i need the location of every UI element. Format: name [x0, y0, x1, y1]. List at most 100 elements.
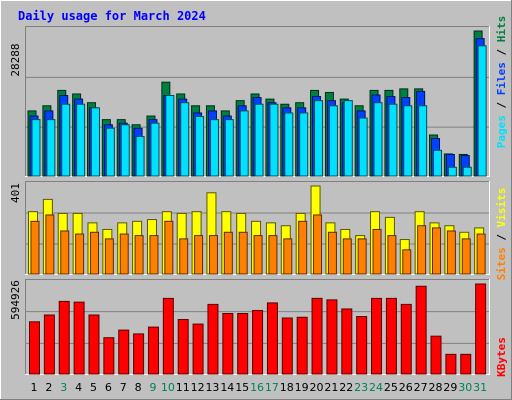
day-label: 31 — [473, 381, 487, 394]
legend-pages: Pages — [495, 115, 508, 148]
day-label: 1 — [31, 381, 38, 394]
day-label: 13 — [205, 381, 219, 394]
kbytes-bar — [103, 337, 115, 375]
sites-bar — [30, 220, 40, 275]
sites-bar — [134, 235, 144, 275]
pages-bar — [31, 119, 41, 177]
sites-bar — [417, 225, 427, 275]
day-label: 2 — [45, 381, 52, 394]
pages-bar — [373, 102, 383, 177]
sites-bar — [268, 235, 278, 275]
sites-bar — [372, 228, 382, 275]
kbytes-bar — [147, 326, 159, 375]
kbytes-bar — [207, 303, 219, 375]
day-label: 6 — [105, 381, 112, 394]
pages-bar — [477, 45, 487, 177]
kbytes-bar — [326, 299, 338, 375]
legend-top: Pages / Files / Hits — [495, 16, 508, 149]
pages-bar — [328, 105, 338, 177]
kbytes-bar — [460, 353, 472, 375]
pages-bar — [120, 124, 130, 177]
pages-bar — [418, 105, 428, 177]
panel-visits-sites — [25, 181, 490, 275]
sites-bar — [402, 249, 412, 275]
pages-bar — [299, 112, 309, 177]
day-label: 17 — [265, 381, 279, 394]
pages-bar — [195, 116, 205, 177]
pages-bar — [388, 103, 398, 177]
sites-bar — [327, 231, 337, 275]
sites-bar — [223, 231, 233, 275]
pages-bar — [284, 112, 294, 177]
legend-sites: Sites — [495, 247, 508, 280]
kbytes-bar — [192, 323, 204, 375]
pages-bar — [135, 136, 145, 177]
kbytes-bar — [296, 316, 308, 375]
sites-bar — [45, 214, 55, 275]
kbytes-bar — [341, 308, 353, 375]
day-label: 19 — [295, 381, 309, 394]
x-axis-day-labels: 1 2 3 4 5 6 7 8 9 10 11 12 13 14 15 16 17 18 19 20 21 22 23 24 2… — [31, 381, 488, 394]
sites-bar — [194, 235, 204, 275]
sites-bar — [357, 238, 367, 275]
legend-files: Files — [495, 62, 508, 95]
sites-bar — [342, 238, 352, 275]
sites-bar — [461, 238, 471, 275]
sites-bar — [387, 235, 397, 275]
sites-bar — [446, 230, 456, 275]
sites-bar — [164, 220, 174, 275]
day-label: 7 — [120, 381, 127, 394]
y-max-label-middle: 401 — [9, 183, 22, 203]
kbytes-bar — [177, 319, 189, 375]
kbytes-bar — [29, 321, 40, 375]
kbytes-bar — [237, 312, 249, 375]
pages-bar — [90, 107, 100, 177]
day-label: 14 — [220, 381, 234, 394]
pages-bar — [433, 149, 443, 177]
pages-bar — [180, 102, 190, 177]
kbytes-bar — [281, 317, 293, 375]
kbytes-bar — [88, 314, 100, 375]
day-label: 21 — [324, 381, 338, 394]
pages-bar — [150, 122, 160, 177]
pages-bar — [76, 103, 86, 177]
day-label: 8 — [135, 381, 142, 394]
legend-hits: Hits — [495, 16, 508, 43]
legend-bottom: KBytes — [495, 337, 508, 377]
sites-bar — [313, 214, 323, 275]
pages-bar — [462, 166, 472, 177]
pages-bar — [224, 119, 234, 177]
kbytes-bar — [445, 353, 457, 375]
sites-bar — [89, 231, 99, 275]
sites-bar — [119, 233, 129, 275]
kbytes-bar — [400, 303, 412, 375]
kbytes-bar — [385, 297, 397, 375]
kbytes-bar — [162, 297, 174, 375]
day-label: 23 — [354, 381, 368, 394]
day-label: 28 — [429, 381, 443, 394]
day-label: 10 — [161, 381, 175, 394]
day-label: 11 — [176, 381, 190, 394]
pages-bar — [269, 103, 279, 177]
day-label: 30 — [458, 381, 472, 394]
panel-kbytes — [25, 279, 490, 375]
kbytes-bar — [311, 297, 323, 375]
kbytes-bar — [371, 297, 383, 375]
sites-bar — [476, 233, 486, 275]
kbytes-bar — [43, 314, 55, 375]
pages-bar — [254, 103, 264, 177]
day-label: 26 — [399, 381, 413, 394]
sites-bar — [432, 227, 442, 275]
sites-bar — [60, 230, 70, 275]
kbytes-bar — [266, 302, 278, 375]
day-label: 9 — [149, 381, 156, 394]
pages-bar — [343, 100, 353, 177]
kbytes-bar — [430, 335, 442, 375]
pages-bar — [61, 103, 71, 177]
pages-bar — [105, 127, 115, 177]
pages-bar — [239, 110, 249, 177]
pages-bar — [165, 95, 175, 177]
pages-bar — [46, 119, 56, 177]
pages-bar — [403, 105, 413, 177]
